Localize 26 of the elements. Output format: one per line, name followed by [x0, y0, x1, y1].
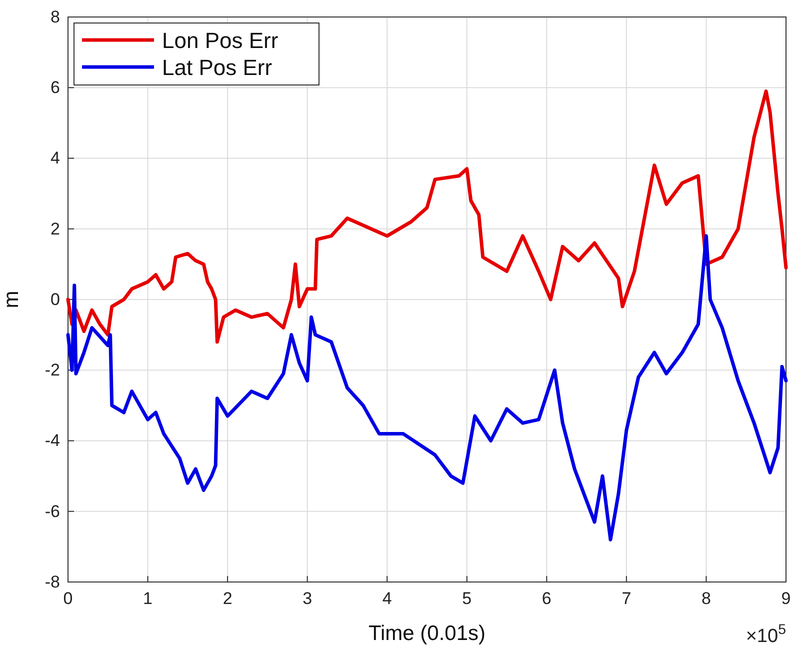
legend-label: Lon Pos Err [162, 28, 278, 53]
x-tick-label: 1 [143, 589, 153, 608]
y-tick-label: 2 [50, 219, 60, 238]
x-tick-label: 7 [622, 589, 632, 608]
y-tick-label: 8 [50, 7, 60, 26]
x-tick-label: 6 [542, 589, 552, 608]
x-tick-label: 4 [382, 589, 392, 608]
y-tick-label: -2 [44, 360, 60, 380]
y-tick-label: 4 [50, 148, 60, 168]
x-tick-label: 3 [302, 589, 312, 608]
y-tick-label: 6 [50, 78, 60, 98]
y-tick-label: -4 [44, 431, 60, 450]
legend-label: Lat Pos Err [162, 55, 272, 80]
y-tick-label: 0 [50, 290, 60, 309]
line-series [66, 89, 788, 344]
y-tick-label: -6 [44, 502, 60, 521]
x-axis-title: Time (0.01s) [368, 622, 486, 645]
x-tick-label: 0 [63, 589, 73, 608]
y-tick-label: -8 [44, 572, 60, 592]
y-axis-title: m [0, 290, 23, 308]
x-tick-label: 2 [222, 589, 232, 608]
x-tick-label: 8 [701, 589, 711, 608]
line-series [66, 234, 788, 542]
text: ×10$^{5}$ [746, 622, 786, 647]
x-tick-label: 5 [462, 589, 472, 608]
x-tick-label: 9 [781, 589, 791, 608]
